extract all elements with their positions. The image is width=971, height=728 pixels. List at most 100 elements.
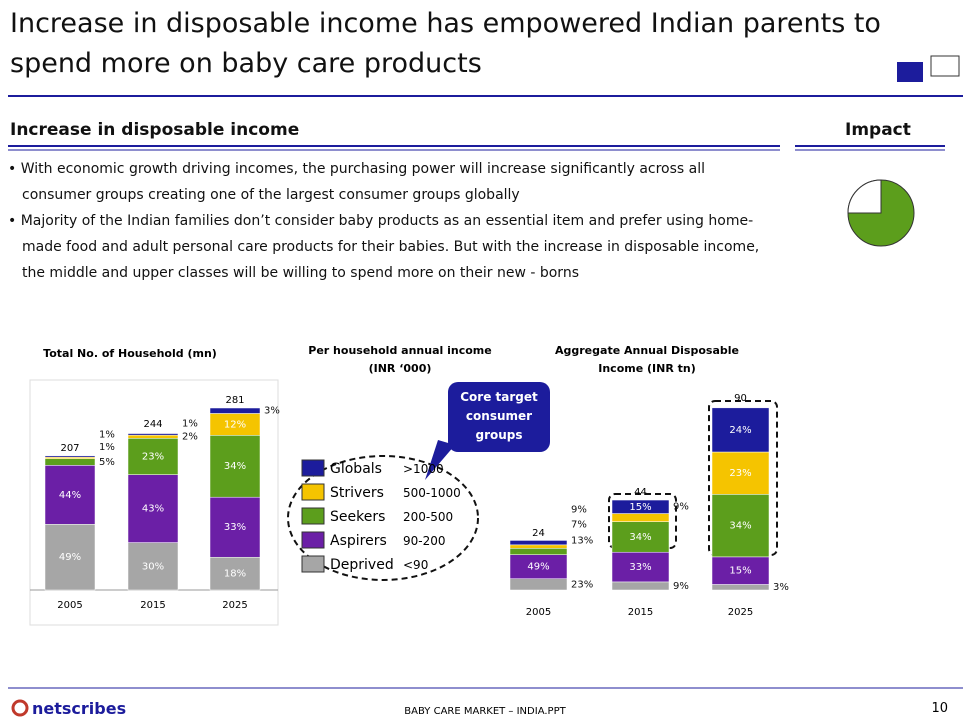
bar-segment: [44, 455, 96, 458]
total-label: 90: [734, 393, 747, 404]
logo: netscribes: [32, 699, 126, 718]
legend-name: Deprived: [330, 557, 394, 573]
segment-label: 24%: [729, 425, 751, 436]
bar-segment: [611, 499, 670, 514]
icon: [930, 55, 960, 77]
segment-label: 23%: [142, 451, 164, 462]
bar-segment: [509, 578, 568, 591]
bar-segment: [127, 433, 179, 436]
segment-label: 5%: [99, 457, 115, 468]
legend-range: 200-500: [403, 510, 453, 524]
segment-label: 13%: [571, 535, 593, 546]
bar-segment: [127, 542, 179, 591]
segment-label: 1%: [99, 442, 115, 453]
legend-title: Per household annual income (INR ‘000): [308, 344, 492, 375]
bar-segment: [44, 458, 96, 466]
bar-segment: [611, 513, 670, 522]
x-tick-label: 2005: [526, 607, 551, 618]
segment-label: 43%: [142, 504, 164, 515]
segment-label: 34%: [729, 521, 751, 532]
x-tick-label: 2025: [728, 607, 753, 618]
segment-label: 9%: [571, 505, 587, 516]
logo-mark: [11, 699, 29, 717]
segment-label: 3%: [773, 582, 789, 593]
segment-label: 15%: [629, 502, 651, 513]
legend-name: Aspirers: [330, 533, 387, 549]
callout: [448, 382, 550, 452]
segment-label: 1%: [182, 418, 198, 429]
x-tick-label: 2015: [140, 600, 165, 611]
bar-segment: [209, 496, 261, 558]
total-label: 44: [634, 487, 647, 498]
segment-label: 12%: [224, 419, 246, 430]
highlight: [287, 455, 479, 581]
section-heading: Increase in disposable income: [10, 120, 300, 140]
segment-label: 23%: [571, 579, 593, 590]
chart-frame: [29, 379, 279, 626]
segment-label: 49%: [59, 552, 81, 563]
bar-segment: [711, 494, 770, 558]
x-tick-label: 2015: [628, 607, 653, 618]
impact-heading: Impact: [845, 120, 911, 140]
bullet: Majority of the Indian families don’t co…: [8, 208, 778, 286]
page-number: 10: [931, 701, 948, 716]
callout-text: Core target consumer groups: [460, 390, 538, 442]
legend-swatch: [301, 531, 325, 549]
bullet-list: With economic growth driving incomes, th…: [8, 156, 778, 286]
bar-segment: [209, 556, 261, 591]
segment-label: 9%: [673, 502, 689, 513]
total-label: 24: [532, 528, 545, 539]
legend-name: Strivers: [330, 485, 384, 501]
legend-range: 500-1000: [403, 486, 461, 500]
total-label: 244: [143, 419, 162, 430]
segment-label: 33%: [629, 562, 651, 573]
segment-label: 34%: [629, 532, 651, 543]
segment-label: 15%: [729, 566, 751, 577]
segment-label: 3%: [264, 406, 280, 417]
bar-segment: [711, 584, 770, 591]
bar-segment: [509, 554, 568, 579]
bar-segment: [711, 407, 770, 453]
segment-label: 7%: [571, 520, 587, 531]
bullet: With economic growth driving incomes, th…: [8, 156, 778, 208]
legend-swatch: [301, 555, 325, 573]
impact-ball-empty: [847, 179, 882, 214]
bar-segment: [127, 438, 179, 475]
total-label: 207: [60, 443, 79, 454]
segment-label: 9%: [673, 581, 689, 592]
total-label: 281: [225, 395, 244, 406]
bar-segment: [711, 451, 770, 495]
segment-label: 2%: [182, 432, 198, 443]
bar-segment: [44, 465, 96, 525]
icon: [897, 62, 923, 82]
segment-label: 33%: [224, 522, 246, 533]
x-tick-label: 2005: [57, 600, 82, 611]
segment-label: 1%: [99, 430, 115, 441]
footer-text: BABY CARE MARKET – INDIA.PPT: [404, 706, 566, 717]
segment-label: 34%: [224, 461, 246, 472]
bar-segment: [127, 434, 179, 439]
legend-name: Seekers: [330, 509, 385, 525]
slide-title: Increase in disposable income has empowe…: [10, 8, 881, 79]
bar-segment: [509, 548, 568, 555]
legend-swatch: [301, 459, 325, 477]
legend-range: >1000: [403, 462, 444, 476]
legend-range: 90-200: [403, 534, 446, 548]
legend-name: Globals: [330, 461, 382, 477]
segment-label: 44%: [59, 490, 81, 501]
legend-range: <90: [403, 558, 428, 572]
segment-label: 49%: [527, 562, 549, 573]
bar-segment: [127, 474, 179, 543]
legend-swatch: [301, 507, 325, 525]
segment-label: 23%: [729, 468, 751, 479]
callout-tail: [425, 440, 455, 480]
segment-label: 18%: [224, 569, 246, 580]
callout-text-box: Core target consumer groups: [460, 390, 538, 442]
bar-segment: [44, 524, 96, 591]
x-tick-label: 2025: [222, 600, 247, 611]
bar-segment: [611, 551, 670, 583]
legend-swatch: [301, 483, 325, 501]
chart-title: Aggregate Annual Disposable Income (INR …: [555, 344, 739, 375]
